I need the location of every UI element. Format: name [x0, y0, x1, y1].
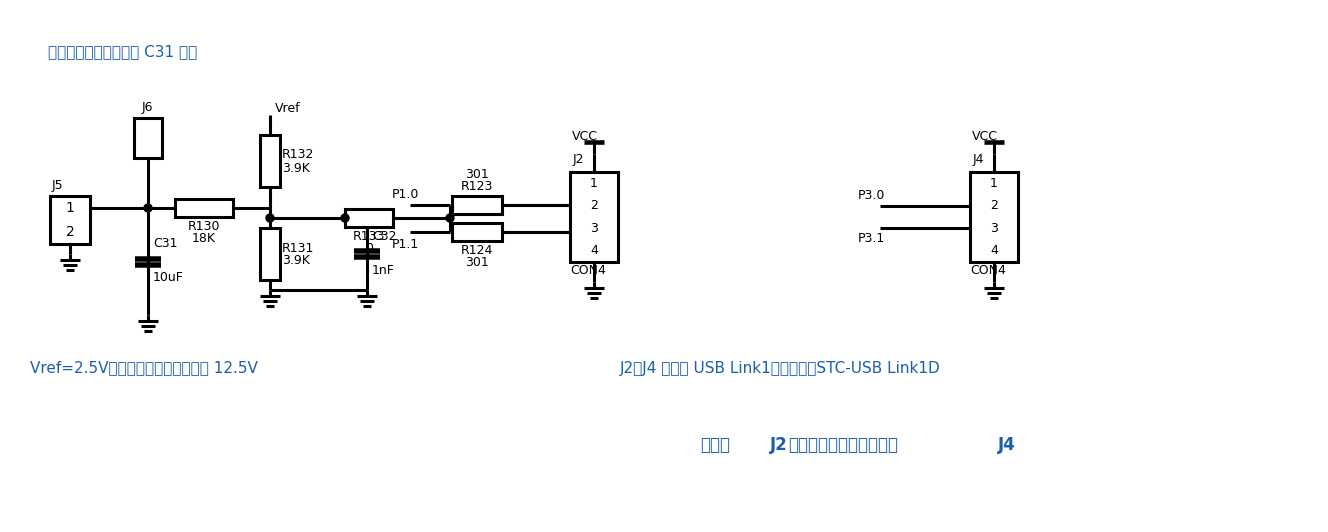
Text: R123: R123 — [461, 179, 493, 193]
Circle shape — [266, 214, 274, 222]
Bar — [175, 199, 232, 217]
Bar — [570, 172, 618, 262]
Text: P1.1: P1.1 — [392, 237, 420, 251]
Bar — [969, 172, 1019, 262]
Bar — [452, 196, 502, 214]
Bar — [50, 196, 90, 244]
Text: 2: 2 — [590, 200, 598, 212]
Text: P1.0: P1.0 — [392, 188, 420, 202]
Bar — [134, 118, 162, 158]
Text: 2: 2 — [65, 225, 74, 239]
Text: CON4: CON4 — [969, 264, 1005, 278]
Text: C32: C32 — [372, 229, 397, 243]
Text: VCC: VCC — [972, 130, 999, 144]
Circle shape — [341, 214, 349, 222]
Text: R132: R132 — [282, 148, 315, 162]
Text: R130: R130 — [187, 220, 220, 234]
Text: C31: C31 — [153, 237, 178, 250]
Text: 301: 301 — [465, 169, 489, 181]
Text: 1: 1 — [991, 177, 997, 190]
Text: Vref: Vref — [275, 102, 300, 114]
Text: Vref=2.5V时，最高输入电压为正负 12.5V: Vref=2.5V时，最高输入电压为正负 12.5V — [31, 361, 258, 376]
Text: 如果测量直流电压则将 C31 短路: 如果测量直流电压则将 C31 短路 — [48, 45, 198, 60]
Circle shape — [143, 204, 151, 212]
Text: J4: J4 — [973, 154, 984, 167]
Text: J5: J5 — [52, 179, 64, 192]
Text: 10uF: 10uF — [153, 271, 183, 284]
Text: P3.0: P3.0 — [858, 189, 886, 202]
Bar — [260, 228, 280, 280]
Text: R131: R131 — [282, 242, 315, 254]
Text: VCC: VCC — [572, 130, 598, 144]
Text: J6: J6 — [142, 101, 154, 113]
Text: 3.9K: 3.9K — [282, 162, 309, 174]
Text: 4: 4 — [991, 244, 997, 257]
Text: 4: 4 — [590, 244, 598, 257]
Text: J2、J4 可连接 USB Link1工具仿真：STC-USB Link1D: J2、J4 可连接 USB Link1工具仿真：STC-USB Link1D — [620, 361, 940, 376]
Text: 出厂时: 出厂时 — [700, 436, 730, 454]
Text: 1: 1 — [65, 201, 74, 215]
Text: P3.1: P3.1 — [858, 232, 886, 245]
Text: 3: 3 — [991, 222, 997, 235]
Bar — [260, 135, 280, 187]
Bar — [452, 223, 502, 241]
Text: 301: 301 — [465, 255, 489, 269]
Circle shape — [446, 214, 454, 222]
Text: 不焊，只焊下载编程接口: 不焊，只焊下载编程接口 — [788, 436, 898, 454]
Text: J2: J2 — [572, 154, 584, 167]
Text: 1nF: 1nF — [372, 263, 394, 277]
Text: 18K: 18K — [193, 231, 216, 245]
Text: 0: 0 — [365, 242, 373, 254]
Text: R124: R124 — [461, 245, 493, 257]
Text: 1: 1 — [590, 177, 598, 190]
Bar — [345, 209, 393, 227]
Text: 3.9K: 3.9K — [282, 254, 309, 268]
Text: 2: 2 — [991, 200, 997, 212]
Text: R133: R133 — [353, 230, 385, 244]
Text: J4: J4 — [999, 436, 1016, 454]
Text: 3: 3 — [590, 222, 598, 235]
Text: CON4: CON4 — [570, 264, 606, 278]
Text: J2: J2 — [770, 436, 788, 454]
